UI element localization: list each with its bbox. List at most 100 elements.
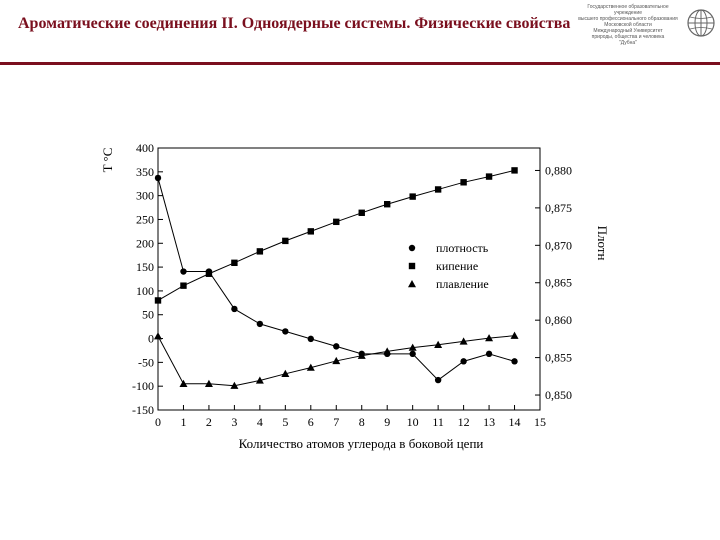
logo-line: Государственное образовательное учрежден… xyxy=(587,4,669,16)
legend-marker xyxy=(408,244,416,252)
data-point xyxy=(460,358,467,365)
left-axis-tick-label: -150 xyxy=(132,403,154,417)
left-axis-tick-label: 0 xyxy=(148,332,154,346)
series-triangle xyxy=(154,331,519,389)
data-point xyxy=(511,358,518,365)
x-axis-tick-label: 4 xyxy=(257,415,263,429)
left-y-axis: 400 350 300 250 200 150 100 50 0 -50 -100 -150 xyxy=(132,141,163,417)
legend-label: кипение xyxy=(436,259,478,273)
x-axis-tick-label: 0 xyxy=(155,415,161,429)
x-axis-tick-label: 3 xyxy=(231,415,237,429)
data-point xyxy=(358,209,365,216)
data-point xyxy=(511,167,518,174)
data-point xyxy=(332,356,341,365)
x-axis-tick-label: 15 xyxy=(534,415,546,429)
legend-label: плавление xyxy=(436,277,489,291)
data-point xyxy=(154,174,162,182)
logo-line: "Дубна" xyxy=(618,40,637,46)
right-axis-tick-label: 0,875 xyxy=(545,201,572,215)
right-axis-tick-label: 0,855 xyxy=(545,351,572,365)
left-axis-tick-label: 100 xyxy=(136,284,154,298)
data-point xyxy=(409,193,416,200)
data-point xyxy=(256,320,264,328)
left-axis-tick-label: -50 xyxy=(138,355,154,369)
right-y-axis: 0,880 0,875 0,870 0,865 0,860 0,855 0,850 xyxy=(535,163,572,402)
data-point xyxy=(180,282,187,289)
data-point xyxy=(180,268,187,275)
logo-line: Международный Университет xyxy=(593,28,663,34)
right-axis-tick-label: 0,865 xyxy=(545,276,572,290)
series-circle xyxy=(154,174,518,384)
data-point xyxy=(460,179,467,186)
left-axis-title: T °C xyxy=(100,148,115,173)
logo-line: природы, общества и человека xyxy=(591,34,665,40)
left-axis-tick-label: 350 xyxy=(136,165,154,179)
logo-line: Московской области xyxy=(604,22,652,28)
data-point xyxy=(459,337,468,345)
right-axis-tick-label: 0,880 xyxy=(545,163,572,177)
right-axis-tick-label: 0,870 xyxy=(545,238,572,252)
x-axis-tick-label: 2 xyxy=(206,415,212,429)
data-point xyxy=(434,376,442,384)
left-axis-tick-label: 300 xyxy=(136,189,154,203)
data-point xyxy=(434,340,443,348)
left-axis-tick-label: 250 xyxy=(136,212,154,226)
x-axis-tick-label: 11 xyxy=(432,415,444,429)
x-axis-tick-label: 10 xyxy=(407,415,419,429)
x-axis-tick-label: 6 xyxy=(308,415,314,429)
data-point xyxy=(409,350,416,358)
x-axis-tick-label: 14 xyxy=(509,415,521,429)
data-point xyxy=(485,334,494,342)
left-axis-tick-label: 200 xyxy=(136,236,154,250)
data-point xyxy=(231,259,238,267)
data-point xyxy=(307,228,314,235)
logo-text: Государственное образовательное учрежден… xyxy=(574,4,682,46)
data-point xyxy=(256,248,264,255)
left-axis-tick-label: -100 xyxy=(132,379,154,393)
data-point xyxy=(179,379,188,387)
x-axis-tick-label: 7 xyxy=(333,415,339,429)
header-divider xyxy=(0,62,720,65)
data-point xyxy=(154,297,162,304)
data-point xyxy=(333,343,340,350)
data-point xyxy=(255,376,264,384)
data-point xyxy=(306,363,315,371)
globe-icon xyxy=(687,9,715,37)
data-point xyxy=(205,270,213,277)
x-axis-tick-label: 13 xyxy=(483,415,495,429)
data-point xyxy=(281,369,290,377)
right-axis-title: Плотн xyxy=(595,226,610,261)
series-layer xyxy=(154,167,519,389)
series-square xyxy=(154,167,518,304)
x-axis-title: Количество атомов углерода в боковой цеп… xyxy=(239,436,484,451)
data-point xyxy=(434,186,442,193)
x-axis-tick-label: 9 xyxy=(384,415,390,429)
x-axis-tick-label: 1 xyxy=(180,415,186,429)
data-point xyxy=(384,201,391,208)
data-point xyxy=(408,343,417,351)
left-axis-tick-label: 150 xyxy=(136,260,154,274)
data-point xyxy=(333,218,340,226)
data-point xyxy=(357,351,366,359)
x-axis: 0 1 2 3 4 5 6 7 8 9 10 11 12 13 14 15 xyxy=(155,405,546,429)
legend-marker xyxy=(408,262,416,270)
data-point xyxy=(154,332,162,340)
left-axis-tick-label: 50 xyxy=(142,308,154,322)
data-point xyxy=(230,381,239,389)
data-point xyxy=(307,335,314,343)
data-point xyxy=(510,331,519,339)
data-point xyxy=(485,350,493,358)
x-axis-tick-label: 12 xyxy=(458,415,470,429)
data-point xyxy=(485,173,493,180)
page-title: Ароматические соединения II. Одноядерные… xyxy=(18,15,571,32)
plot-frame xyxy=(157,147,541,411)
data-point xyxy=(204,379,213,387)
x-axis-tick-label: 5 xyxy=(282,415,288,429)
data-point xyxy=(282,237,289,245)
chart-legend: плотность кипение плавление xyxy=(408,241,489,291)
x-axis-tick-label: 8 xyxy=(359,415,365,429)
data-point xyxy=(231,305,238,313)
right-axis-tick-label: 0,850 xyxy=(545,388,572,402)
data-point xyxy=(383,347,392,355)
